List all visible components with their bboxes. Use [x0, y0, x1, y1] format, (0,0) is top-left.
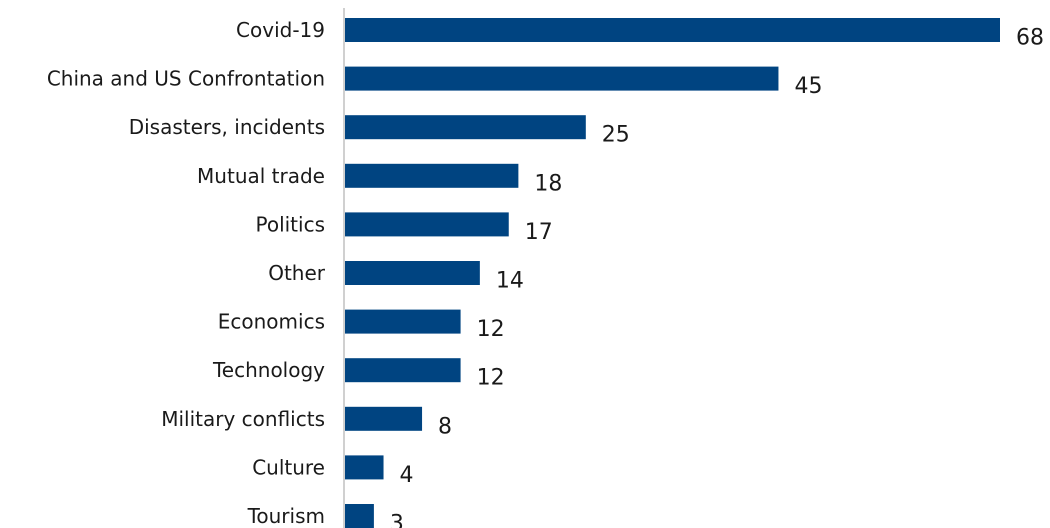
- bar-5: [345, 261, 480, 285]
- bar-3: [345, 163, 519, 188]
- value-label: 3: [390, 512, 404, 528]
- category-label: Tourism: [247, 504, 325, 528]
- category-label: Politics: [255, 212, 325, 236]
- category-label: Other: [268, 261, 326, 285]
- bar-2: [345, 115, 586, 140]
- value-label: 45: [794, 74, 822, 99]
- value-label: 17: [525, 220, 553, 245]
- value-label: 8: [438, 414, 452, 439]
- value-label: 12: [477, 366, 505, 391]
- category-label: Economics: [218, 310, 325, 334]
- category-label: Military conflicts: [161, 407, 325, 431]
- value-label: 4: [400, 463, 414, 488]
- bar-1: [345, 66, 779, 91]
- bar-9: [345, 455, 384, 480]
- value-label: 12: [477, 317, 505, 342]
- value-label: 14: [496, 269, 524, 294]
- category-labels-group: Covid-19 China and US Confrontation Disast…: [47, 18, 326, 528]
- category-label: Technology: [212, 358, 325, 382]
- bars-group: [345, 18, 1000, 528]
- category-label: Mutual trade: [197, 164, 325, 188]
- bar-8: [345, 406, 423, 431]
- category-label: Culture: [252, 455, 325, 479]
- value-label: 25: [602, 123, 630, 148]
- bar-10: [345, 504, 374, 528]
- category-label: China and US Confrontation: [47, 67, 325, 91]
- bar-0: [345, 18, 1000, 42]
- bar-6: [345, 309, 461, 334]
- category-label: Covid-19: [236, 18, 325, 42]
- bar-7: [345, 358, 461, 383]
- category-label: Disasters, incidents: [129, 115, 325, 139]
- value-label: 18: [534, 171, 562, 196]
- bar-4: [345, 212, 509, 237]
- value-label: 68: [1016, 26, 1044, 51]
